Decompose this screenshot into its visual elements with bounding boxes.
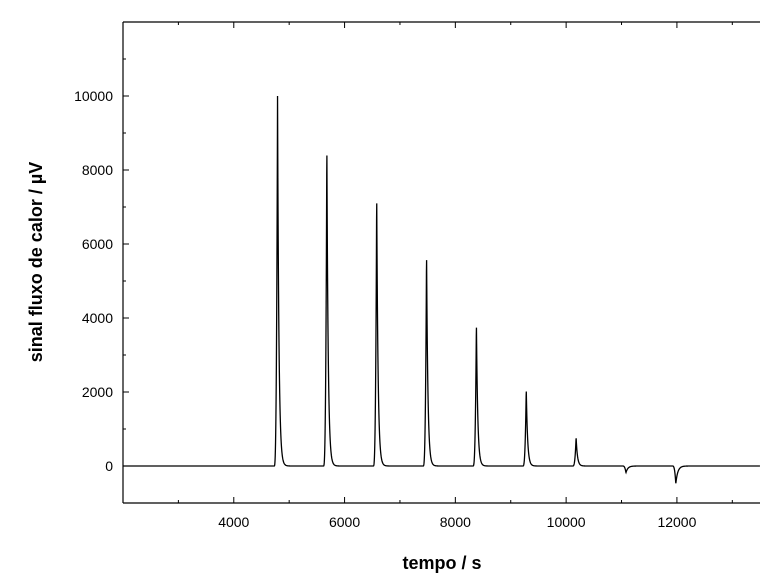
tick-labels: 4000 6000 8000 10000 12000 0 2000 4000 6000 8000 1… xyxy=(74,88,697,530)
y-tick-label: 0 xyxy=(105,458,113,474)
y-tick-label: 8000 xyxy=(82,162,113,178)
y-tick-label: 4000 xyxy=(82,310,113,326)
x-tick-label: 12000 xyxy=(657,514,696,530)
x-tick-label: 4000 xyxy=(218,514,249,530)
series-line xyxy=(123,95,760,484)
plot-frame xyxy=(122,21,760,504)
y-axis-title: sinal fluxo de calor / µV xyxy=(26,162,46,362)
x-tick-label: 8000 xyxy=(440,514,471,530)
y-tick-label: 6000 xyxy=(82,236,113,252)
x-tick-label: 6000 xyxy=(329,514,360,530)
y-tick-label: 10000 xyxy=(74,88,113,104)
y-tick-label: 2000 xyxy=(82,384,113,400)
x-axis-title: tempo / s xyxy=(402,553,481,573)
x-tick-label: 10000 xyxy=(547,514,586,530)
axis-ticks xyxy=(123,22,733,504)
